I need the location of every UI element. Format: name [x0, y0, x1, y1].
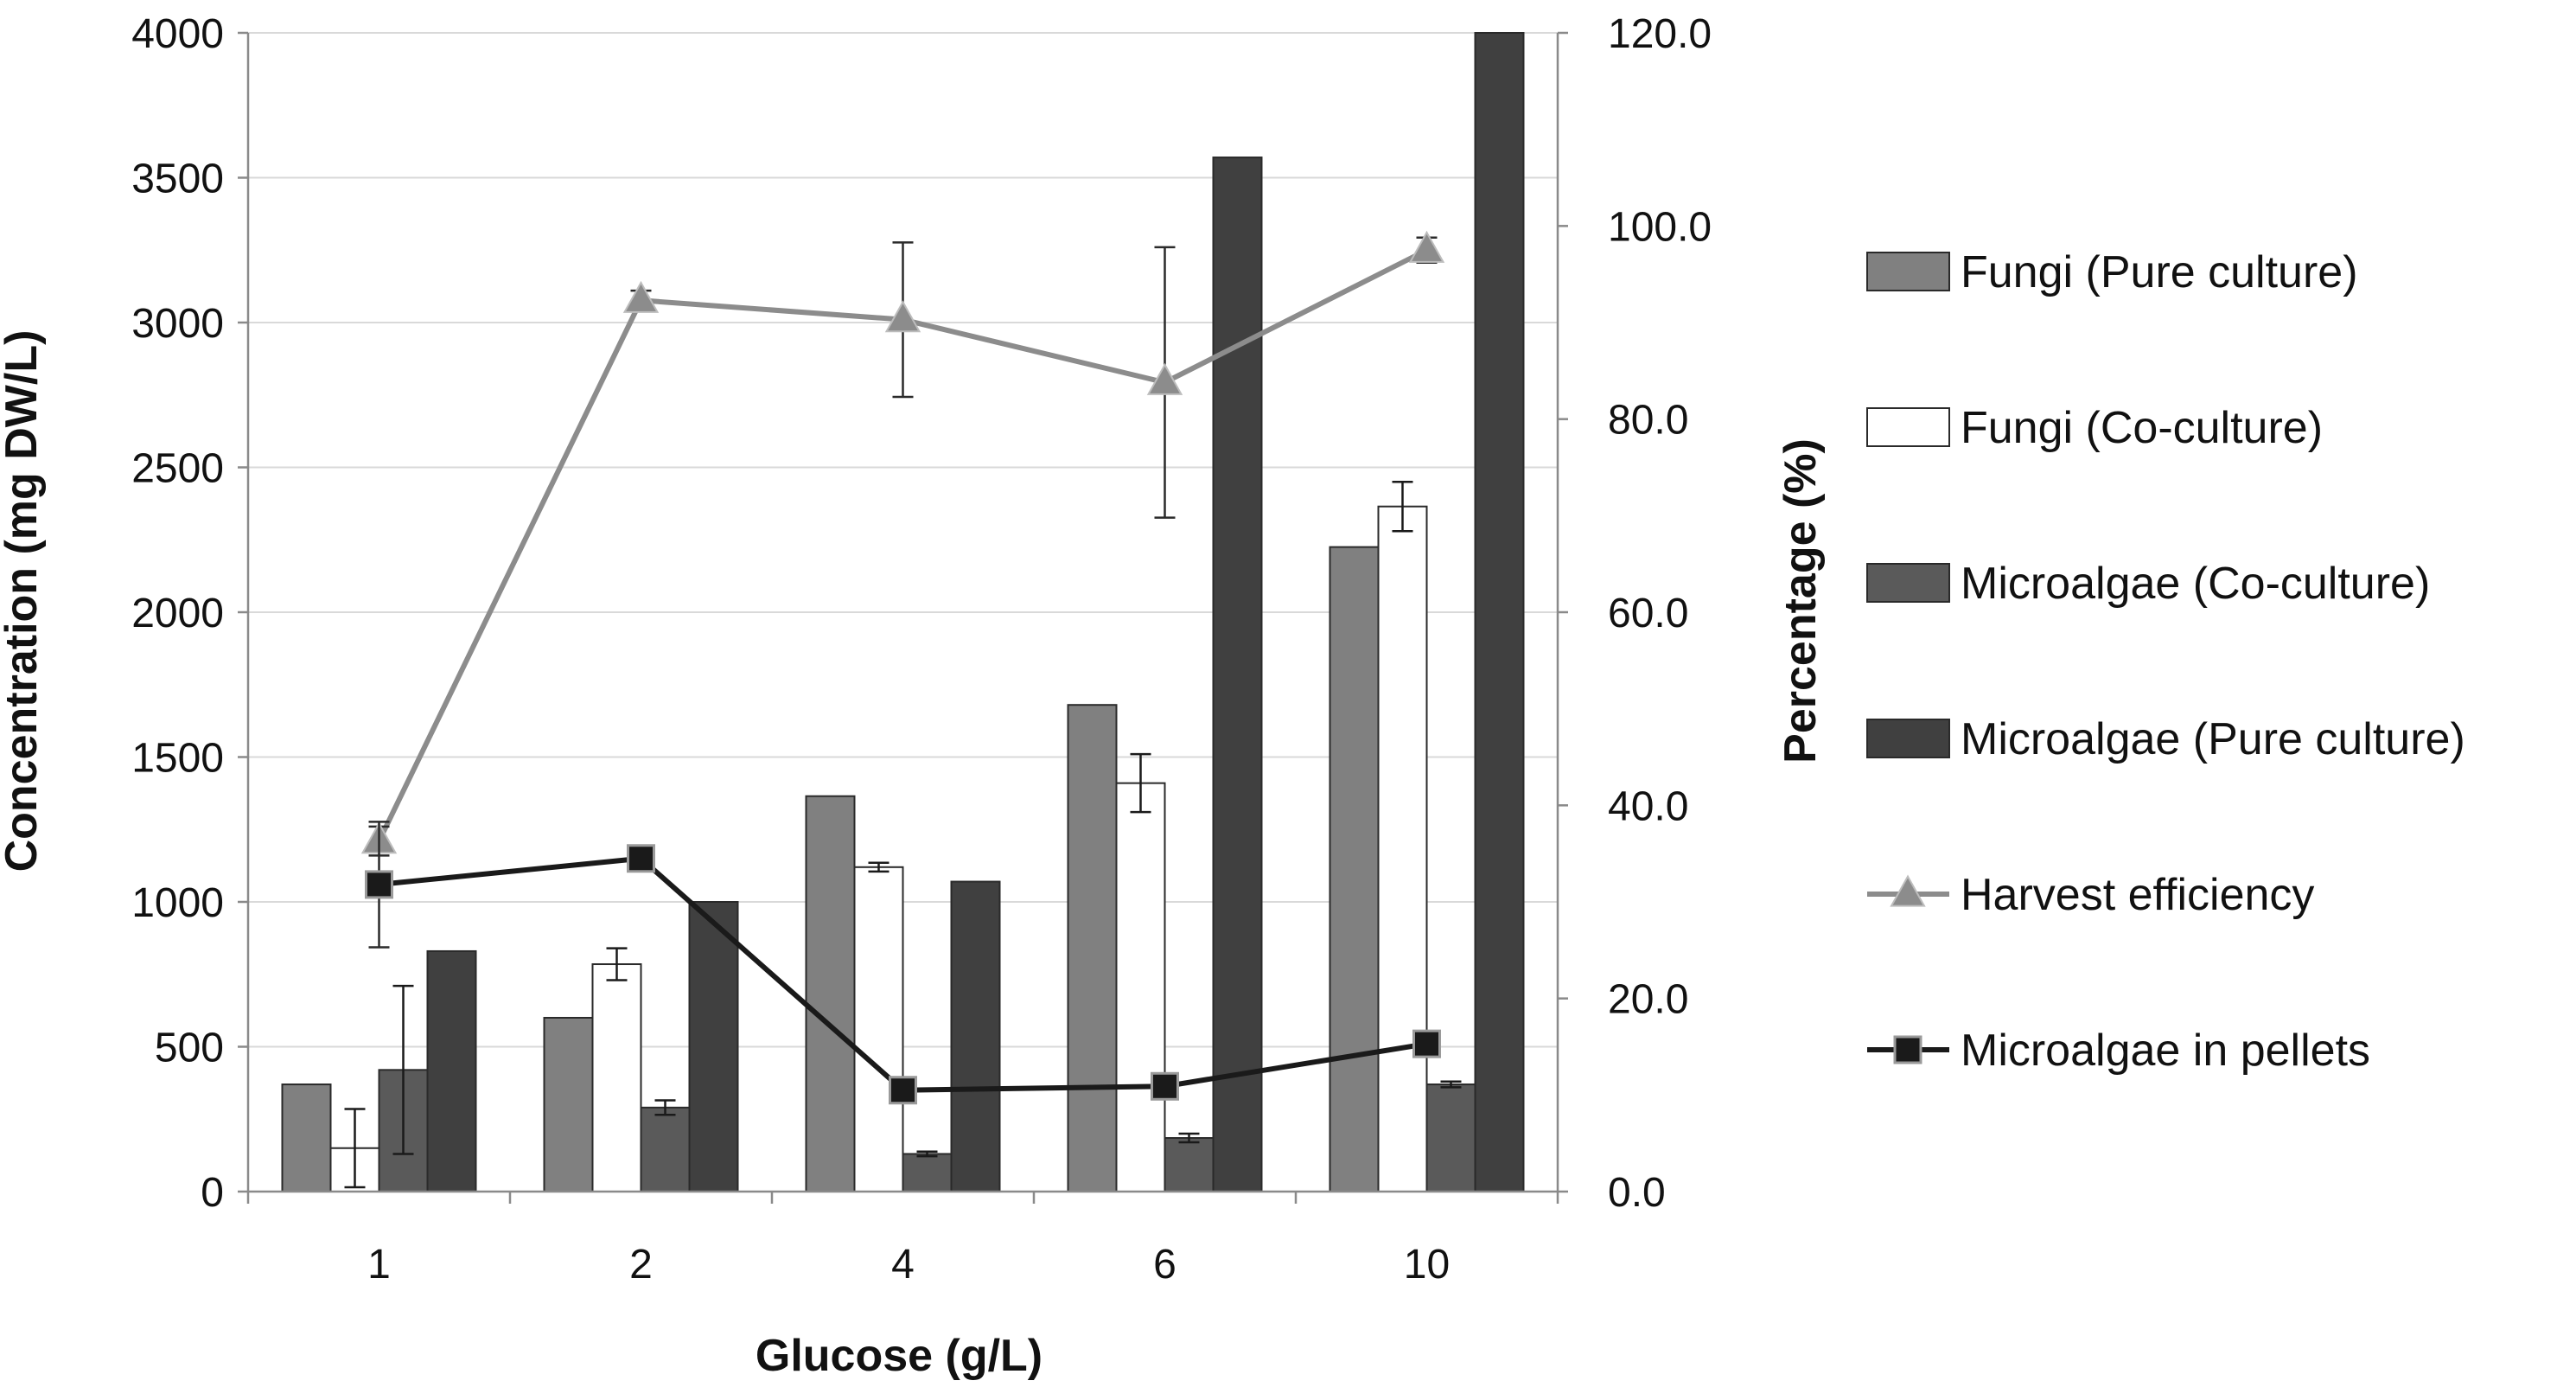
bar — [902, 1153, 953, 1192]
y2-tick-label: 20.0 — [1608, 977, 1688, 1023]
line-marker — [1890, 874, 1926, 907]
y-tick-label: 0 — [201, 1170, 224, 1216]
line-marker — [884, 300, 921, 333]
y2-tick-label: 100.0 — [1608, 204, 1712, 250]
bar — [1377, 505, 1428, 1192]
legend-label: Fungi (Co-culture) — [1961, 403, 2323, 453]
line-marker — [1146, 362, 1183, 395]
line-marker — [1412, 1029, 1441, 1058]
y-tick-label: 500 — [155, 1026, 224, 1071]
bar — [1329, 546, 1380, 1192]
x-axis-title: Glucose (g/L) — [756, 1331, 1043, 1381]
y2-axis-title: Percentage (%) — [1776, 438, 1826, 764]
bar — [688, 901, 739, 1192]
line-marker — [627, 844, 655, 873]
y2-tick-label: 60.0 — [1608, 591, 1688, 636]
line-marker — [1151, 1071, 1179, 1101]
legend-label: Harvest efficiency — [1961, 870, 2314, 920]
bar — [281, 1083, 332, 1193]
legend-label: Microalgae in pellets — [1961, 1026, 2370, 1076]
y-axis-title: Concentration (mg DW/L) — [0, 330, 47, 872]
legend-label: Fungi (Pure culture) — [1961, 247, 2358, 297]
x-tick-label: 1 — [367, 1242, 391, 1288]
bar — [426, 949, 477, 1192]
bar — [543, 1017, 594, 1192]
legend-swatch — [1866, 252, 1950, 291]
y-tick-label: 2500 — [131, 446, 224, 492]
legend-swatch — [1866, 719, 1950, 758]
bar — [950, 880, 1001, 1192]
line-marker — [1408, 230, 1445, 263]
y2-tick-label: 120.0 — [1608, 11, 1712, 57]
bar-series — [281, 32, 1525, 1193]
line-marker — [1893, 1035, 1922, 1064]
bar — [1474, 32, 1525, 1192]
x-tick-label: 6 — [1153, 1242, 1176, 1288]
y-tick-label: 1000 — [131, 880, 224, 926]
bar — [1425, 1083, 1476, 1193]
bar — [591, 963, 642, 1193]
y2-tick-label: 0.0 — [1608, 1170, 1666, 1216]
legend: Fungi (Pure culture) Fungi (Co-culture) Mi… — [1866, 247, 2465, 1076]
y-tick-label: 1500 — [131, 736, 224, 782]
x-tick-label: 2 — [629, 1242, 653, 1288]
y2-tick-label: 40.0 — [1608, 783, 1688, 829]
legend-swatch — [1866, 407, 1950, 447]
bar — [640, 1106, 691, 1192]
bar — [853, 866, 904, 1192]
legend-label: Microalgae (Co-culture) — [1961, 559, 2430, 609]
bar — [1164, 1137, 1215, 1193]
y-tick-label: 2000 — [131, 591, 224, 636]
tick-labels: 0 500 1000 1500 2000 2500 3000 3500 4000 0.0 20.0 4… — [131, 11, 1712, 1288]
line-series — [360, 230, 1445, 1105]
x-tick-label: 10 — [1404, 1242, 1450, 1288]
y-tick-label: 3000 — [131, 301, 224, 347]
bar — [1212, 157, 1263, 1192]
x-tick-label: 4 — [891, 1242, 915, 1288]
bar — [805, 795, 856, 1192]
y-tick-label: 3500 — [131, 157, 224, 202]
line-marker — [889, 1076, 917, 1105]
y-tick-label: 4000 — [131, 11, 224, 57]
legend-swatch — [1866, 563, 1950, 603]
legend-label: Microalgae (Pure culture) — [1961, 714, 2465, 764]
bar — [1115, 782, 1166, 1193]
line-marker — [622, 280, 660, 313]
bar — [1067, 704, 1118, 1192]
y2-tick-label: 80.0 — [1608, 398, 1688, 444]
axes — [238, 31, 1568, 1204]
line-marker — [365, 870, 393, 899]
